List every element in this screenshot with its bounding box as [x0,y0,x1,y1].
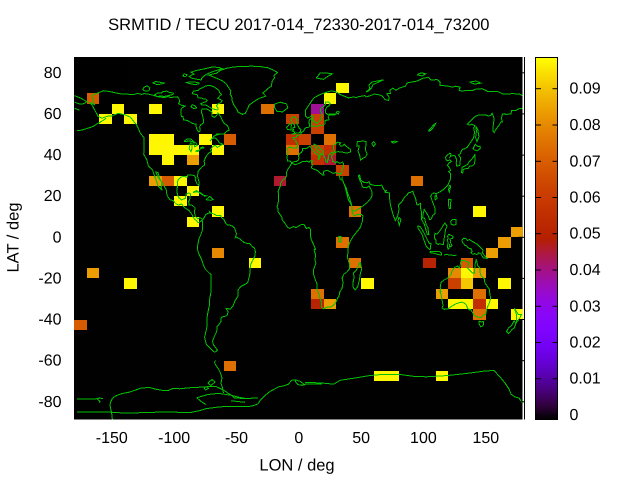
svg-text:0.05: 0.05 [570,226,601,243]
svg-text:100: 100 [410,430,437,447]
svg-text:80: 80 [44,65,62,82]
svg-text:LAT / deg: LAT / deg [5,202,23,272]
svg-text:0.08: 0.08 [570,117,601,134]
svg-text:-80: -80 [38,394,61,411]
svg-text:0.09: 0.09 [570,81,601,98]
svg-text:0: 0 [570,407,579,424]
svg-text:LON / deg: LON / deg [259,457,334,475]
svg-text:0.06: 0.06 [570,190,601,207]
svg-text:0: 0 [53,229,62,246]
svg-text:40: 40 [44,147,62,164]
svg-text:0.04: 0.04 [570,262,601,279]
svg-text:0.02: 0.02 [570,335,601,352]
svg-text:-40: -40 [38,312,61,329]
svg-text:150: 150 [472,430,499,447]
svg-text:-60: -60 [38,353,61,370]
svg-text:-100: -100 [158,430,190,447]
svg-text:0.03: 0.03 [570,298,601,315]
svg-text:0.01: 0.01 [570,371,601,388]
svg-text:-20: -20 [38,270,61,287]
svg-text:-50: -50 [225,430,248,447]
svg-text:0.07: 0.07 [570,153,601,170]
svg-text:0: 0 [294,430,303,447]
svg-text:50: 50 [352,430,370,447]
svg-text:20: 20 [44,188,62,205]
svg-text:SRMTID / TECU 2017-014_72330-2: SRMTID / TECU 2017-014_72330-2017-014_73… [108,16,489,34]
svg-text:60: 60 [44,106,62,123]
svg-text:-150: -150 [96,430,128,447]
